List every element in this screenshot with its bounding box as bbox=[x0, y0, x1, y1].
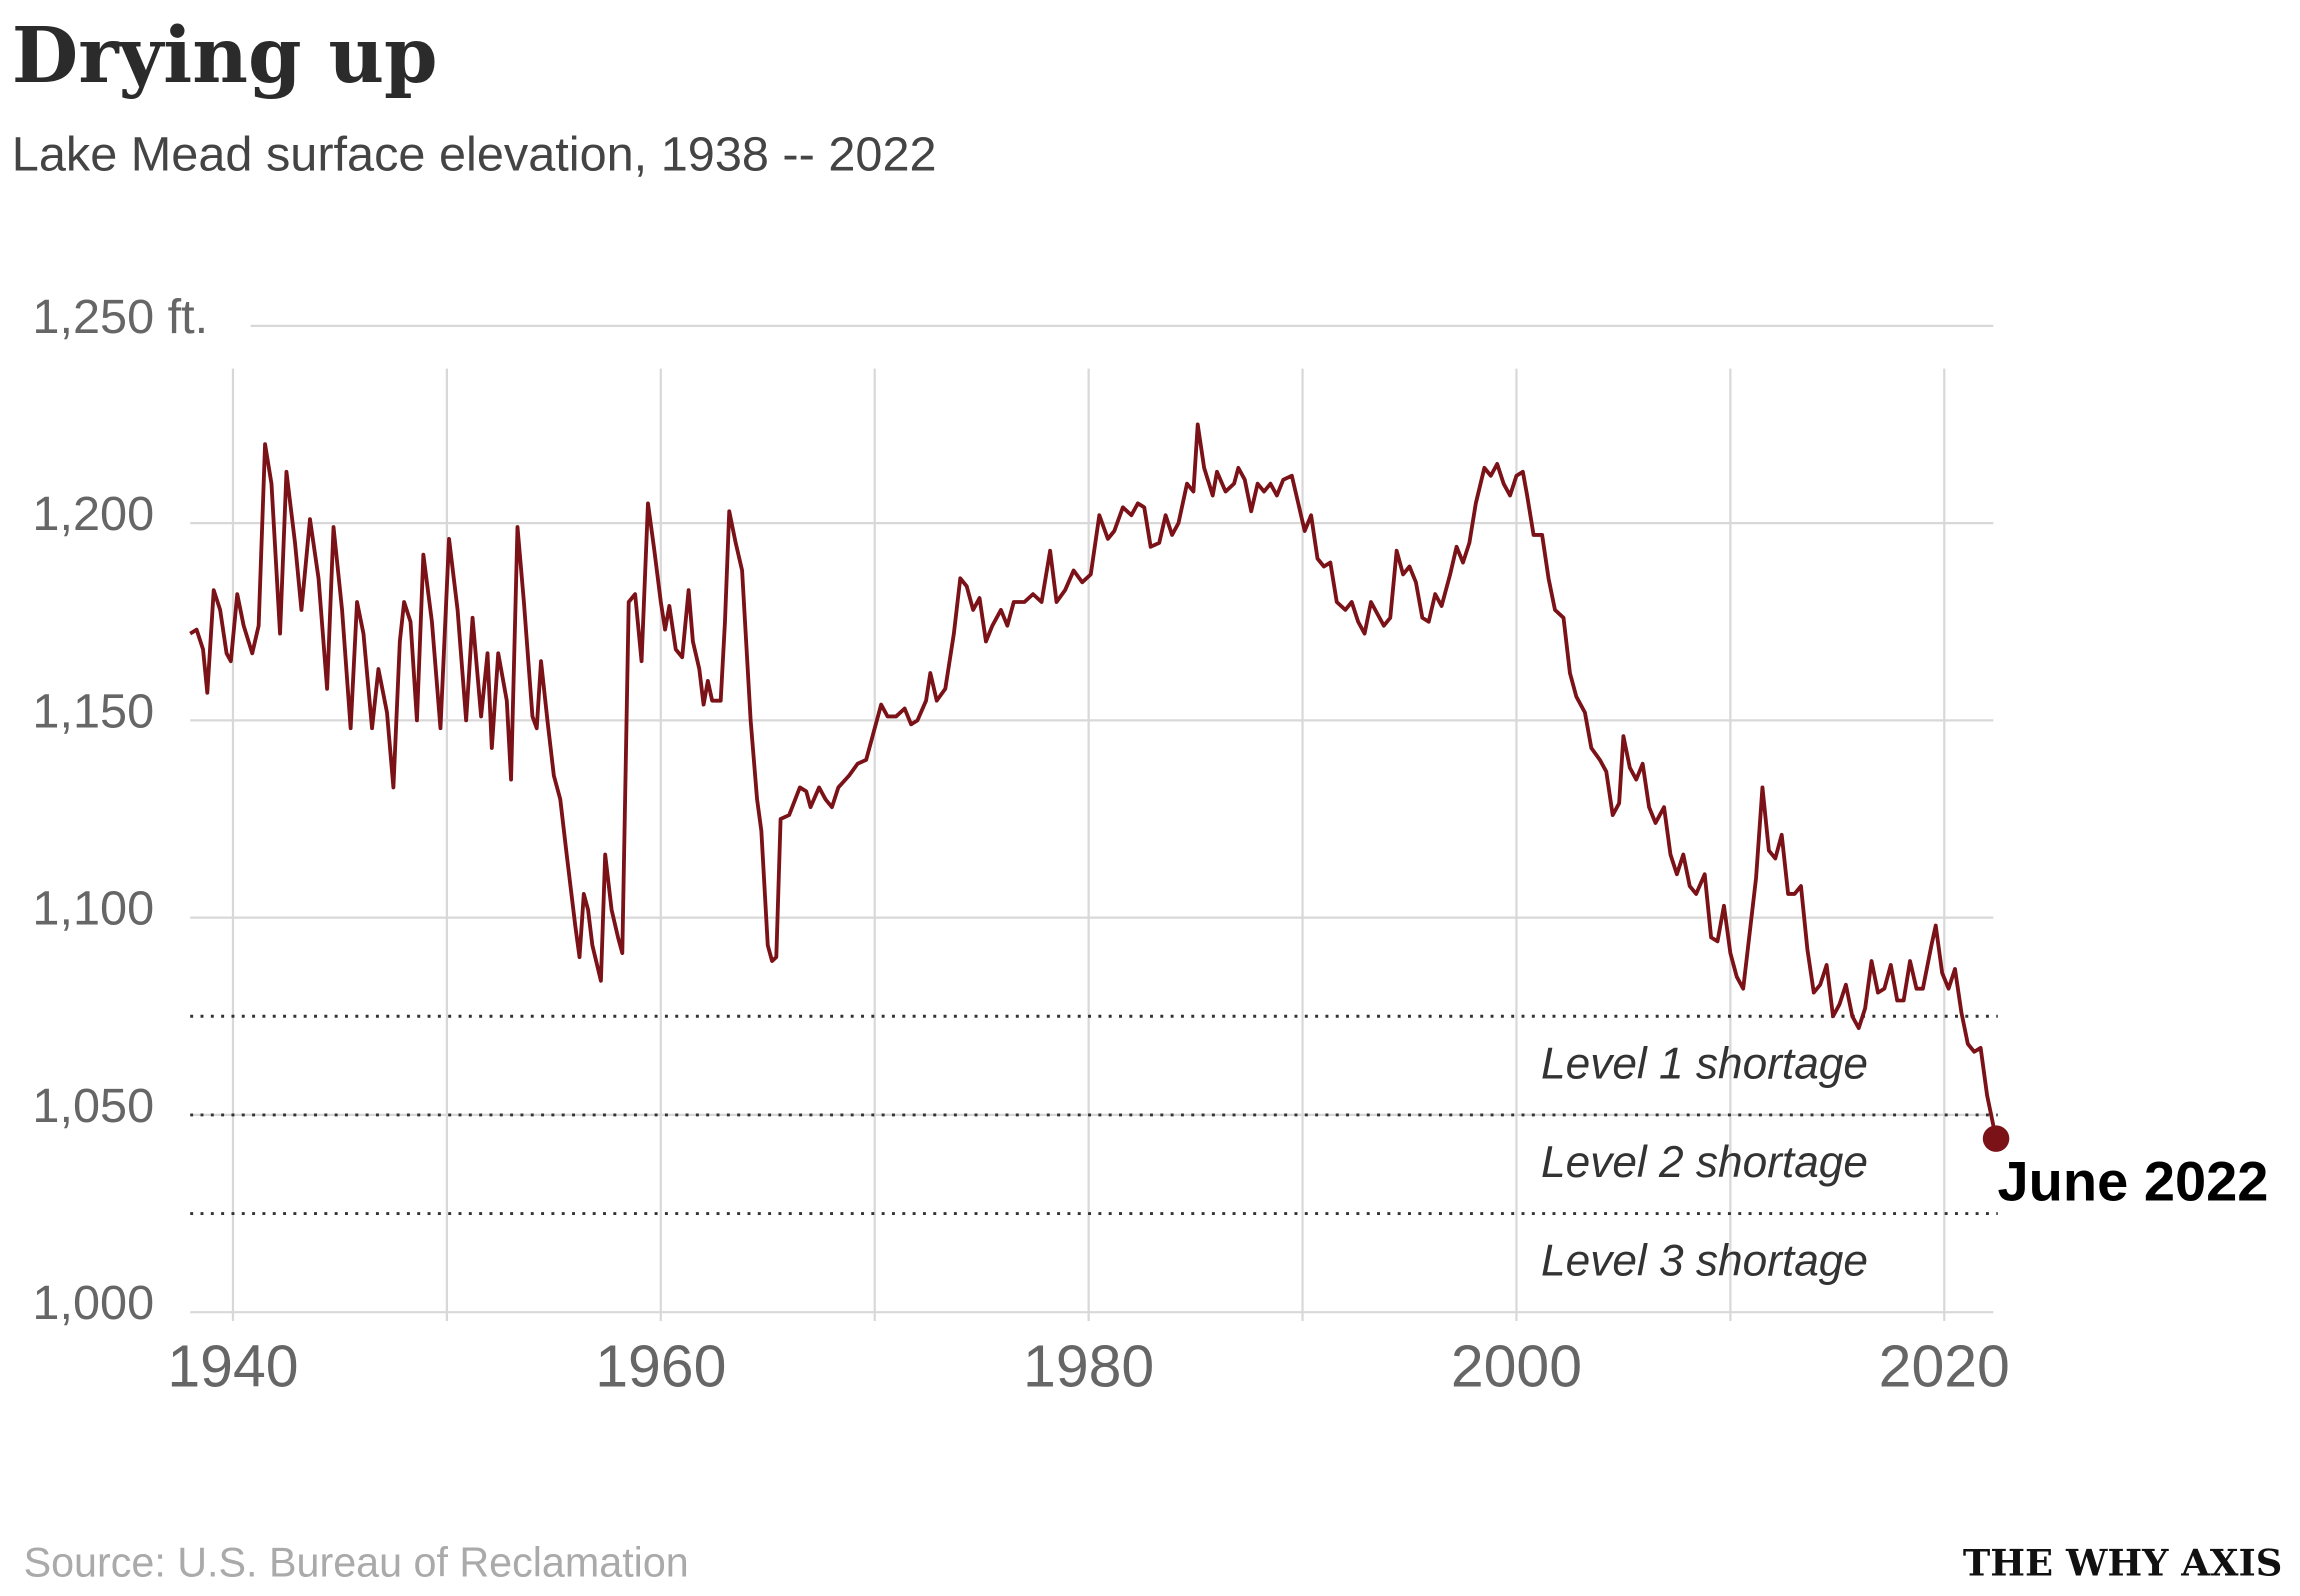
brand: THE WHY AXIS bbox=[1963, 1540, 2282, 1584]
x-tick-label: 1960 bbox=[595, 1335, 726, 1400]
x-tick-label: 1940 bbox=[167, 1335, 298, 1400]
end-point bbox=[1982, 1125, 2010, 1152]
annotation: June 2022 bbox=[1998, 1150, 2269, 1213]
y-tick-label: 1,250 ft. bbox=[32, 290, 208, 344]
source: Source: U.S. Bureau of Reclamation bbox=[24, 1540, 689, 1586]
x-tick-label: 2000 bbox=[1451, 1335, 1582, 1400]
y-tick-label: 1,000 bbox=[32, 1276, 154, 1330]
y-tick-label: 1,200 bbox=[32, 487, 154, 541]
x-tick-label: 2020 bbox=[1879, 1335, 2010, 1400]
reference-label: Level 3 shortage bbox=[1541, 1237, 1868, 1286]
elevation-line bbox=[189, 422, 1998, 1139]
chart-title: Drying up bbox=[12, 11, 438, 101]
y-tick-label: 1,150 bbox=[32, 684, 154, 738]
chart-subtitle: Lake Mead surface elevation, 1938 -- 202… bbox=[12, 128, 937, 182]
y-tick-label: 1,050 bbox=[32, 1079, 154, 1133]
reference-label: Level 2 shortage bbox=[1541, 1138, 1868, 1187]
x-tick-label: 1980 bbox=[1023, 1335, 1154, 1400]
reference-label: Level 1 shortage bbox=[1541, 1039, 1868, 1088]
y-tick-label: 1,100 bbox=[32, 882, 154, 936]
